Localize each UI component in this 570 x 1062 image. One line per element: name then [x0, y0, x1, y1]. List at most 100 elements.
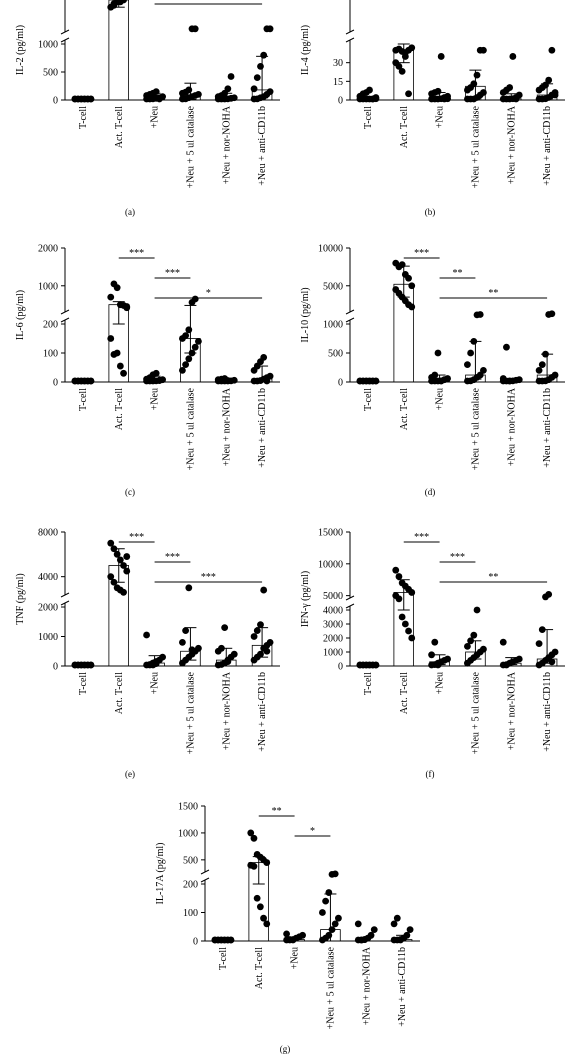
- x-tick-label: +Neu: [435, 672, 446, 694]
- data-point: [408, 44, 416, 52]
- data-point: [470, 631, 478, 639]
- significance-label: ***: [201, 572, 216, 583]
- data-point: [395, 573, 403, 580]
- data-point: [551, 648, 559, 656]
- data-point: [499, 375, 507, 382]
- data-point: [116, 556, 124, 564]
- axis-break-mark: [200, 877, 210, 883]
- data-point: [480, 367, 487, 374]
- data-point: [331, 870, 339, 878]
- data-point: [431, 371, 439, 379]
- x-tick-label: T-cell: [363, 106, 374, 129]
- data-point: [113, 284, 121, 292]
- x-tick-label: Act. T-cell: [114, 388, 125, 430]
- chart-panel-e: 0 1000 2000 4000 8000 TNF (pg/ml) *** *** *** T-c…: [15, 528, 280, 779]
- data-point: [188, 646, 196, 654]
- x-tick-label: +Neu + anti-CD11b: [257, 388, 268, 468]
- data-point: [152, 660, 160, 668]
- data-point: [107, 539, 115, 547]
- data-point: [515, 376, 523, 384]
- y-axis-label: IL-2 (pg/ml): [15, 25, 26, 75]
- data-point: [366, 86, 373, 94]
- data-point: [545, 76, 553, 84]
- data-point: [395, 63, 403, 70]
- x-tick-label: +Neu + anti-CD11b: [397, 947, 408, 1027]
- x-tick-label: +Neu: [150, 388, 161, 410]
- data-point: [116, 362, 124, 370]
- y-tick-label: 0: [338, 662, 343, 673]
- data-point: [221, 624, 229, 632]
- x-tick-label: +Neu + nor-NOHA: [506, 387, 517, 466]
- x-tick-label: +Neu + 5 ul catalase: [185, 387, 196, 470]
- data-point: [480, 46, 487, 54]
- data-point: [260, 586, 268, 594]
- data-point: [506, 84, 514, 91]
- data-point: [120, 562, 127, 569]
- data-point: [257, 650, 264, 658]
- x-tick-label: Act. T-cell: [399, 672, 410, 714]
- data-point: [185, 355, 193, 363]
- data-point: [367, 931, 375, 939]
- data-point: [257, 621, 264, 629]
- axis-break-mark: [200, 869, 210, 875]
- y-tick-label: 5000: [323, 591, 343, 602]
- chart-panel-f: 0 1000 2000 3000 4000 5000 10000 15000 IFN-γ (pg…: [300, 528, 565, 779]
- data-point: [434, 661, 442, 669]
- data-point: [331, 920, 339, 928]
- data-point: [403, 931, 411, 939]
- panel-label: (f): [426, 769, 435, 779]
- data-point: [405, 627, 412, 635]
- axis-break-mark: [60, 317, 70, 323]
- data-point: [218, 644, 225, 652]
- data-point: [444, 655, 451, 663]
- data-point: [195, 338, 202, 345]
- data-point: [464, 361, 471, 368]
- y-tick-label: 10000: [318, 244, 343, 255]
- data-point: [185, 326, 193, 334]
- x-tick-label: +Neu: [290, 947, 301, 969]
- y-tick-label: 0: [53, 378, 58, 389]
- axis-break-mark: [345, 309, 355, 315]
- data-point: [123, 567, 131, 575]
- data-point: [325, 889, 333, 896]
- x-tick-label: +Neu: [150, 672, 161, 694]
- data-point: [370, 926, 378, 933]
- data-point: [408, 282, 416, 290]
- data-point: [253, 894, 261, 902]
- y-tick-label: 0: [338, 96, 343, 107]
- data-point: [361, 936, 369, 943]
- data-point: [437, 377, 445, 385]
- data-point: [551, 371, 559, 379]
- x-tick-label: +Neu: [150, 106, 161, 128]
- data-point: [476, 311, 484, 318]
- data-point: [535, 367, 543, 374]
- y-tick-label: 5000: [323, 281, 343, 292]
- x-tick-label: +Neu + anti-CD11b: [542, 672, 553, 752]
- data-point: [107, 335, 115, 342]
- y-tick-label: 4000: [323, 606, 343, 617]
- data-point: [110, 545, 118, 553]
- y-tick-label: 100: [43, 349, 58, 360]
- data-point: [188, 349, 196, 357]
- x-tick-label: +Neu + nor-NOHA: [221, 105, 232, 184]
- x-tick-label: +Neu + 5 ul catalase: [470, 671, 481, 754]
- data-point: [195, 644, 202, 652]
- y-axis-label: IFN-γ (pg/ml): [300, 571, 311, 627]
- y-tick-label: 1000: [178, 828, 198, 839]
- data-point: [289, 936, 297, 944]
- data-point: [512, 95, 520, 103]
- data-point: [256, 903, 264, 911]
- data-point: [107, 293, 115, 301]
- data-point: [120, 369, 127, 377]
- y-tick-label: 1000: [323, 648, 343, 659]
- y-tick-label: 0: [338, 378, 343, 389]
- data-point: [266, 25, 274, 33]
- data-point: [392, 566, 400, 574]
- data-point: [408, 589, 416, 596]
- x-tick-label: Act. T-cell: [399, 388, 410, 430]
- significance-label: ***: [129, 532, 144, 543]
- data-point: [398, 613, 406, 621]
- panel-label: (e): [125, 769, 135, 779]
- data-point: [87, 661, 95, 669]
